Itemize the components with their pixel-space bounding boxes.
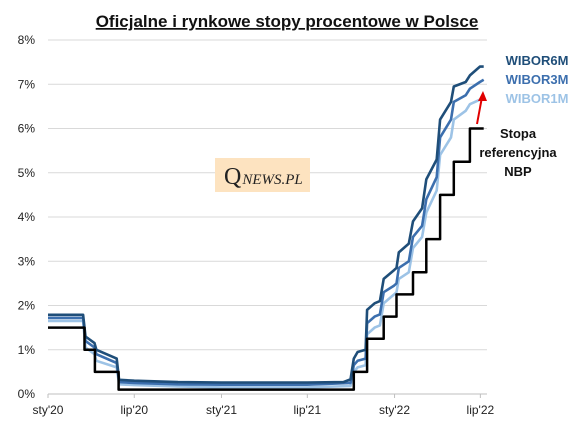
series-labels: WIBOR6M WIBOR3M WIBOR1M: [506, 53, 569, 106]
grid-layer: [48, 39, 487, 395]
annotation-arrow-head: [478, 91, 487, 101]
x-tick-label: sty'20: [33, 403, 64, 417]
logo-background: [215, 158, 310, 192]
qnews-logo: QNEWS.PL: [215, 158, 310, 192]
logo-wordmark: NEWS.PL: [241, 172, 302, 188]
annotation-line-1: Stopa: [500, 126, 537, 141]
series-line-wibor3m: [48, 78, 485, 386]
y-tick-label: 3%: [18, 254, 36, 268]
x-axis-ticks: sty'20 lip'20 sty'21 lip'21 sty'22 lip'22: [33, 394, 495, 417]
y-axis-ticks: 0% 1% 2% 3% 4% 5% 6% 7% 8%: [18, 33, 36, 401]
y-tick-label: 7%: [18, 77, 36, 91]
annotation-line-3: NBP: [504, 164, 532, 179]
x-tick-label: sty'22: [379, 403, 410, 417]
y-tick-label: 0%: [18, 387, 36, 401]
annotation-line-2: referencyjna: [479, 145, 557, 160]
series-label-wibor3m: WIBOR3M: [506, 72, 569, 87]
series-label-wibor6m: WIBOR6M: [506, 53, 569, 68]
x-tick-label: sty'21: [206, 403, 237, 417]
y-tick-label: 1%: [18, 343, 36, 357]
y-tick-label: 6%: [18, 122, 36, 136]
series-line-stopa-referencyjna-nbp: [48, 127, 484, 391]
series-line-wibor6m: [48, 65, 484, 384]
y-tick-label: 4%: [18, 210, 36, 224]
y-tick-label: 2%: [18, 299, 36, 313]
series-label-wibor1m: WIBOR1M: [506, 91, 569, 106]
chart-title: Oficjalne i rynkowe stopy procentowe w P…: [96, 12, 479, 31]
y-tick-label: 8%: [18, 33, 36, 47]
y-tick-label: 5%: [18, 166, 36, 180]
logo-letter-q: Q: [224, 164, 241, 190]
x-tick-label: lip'22: [467, 403, 495, 417]
series-layer: [48, 65, 485, 391]
logo-text: QNEWS.PL: [224, 164, 303, 190]
series-line-wibor1m: [48, 96, 485, 389]
x-tick-label: lip'20: [120, 403, 148, 417]
nbp-annotation: Stopa referencyjna NBP: [476, 91, 557, 179]
annotation-arrow: [476, 96, 483, 125]
x-tick-label: lip'21: [293, 403, 321, 417]
